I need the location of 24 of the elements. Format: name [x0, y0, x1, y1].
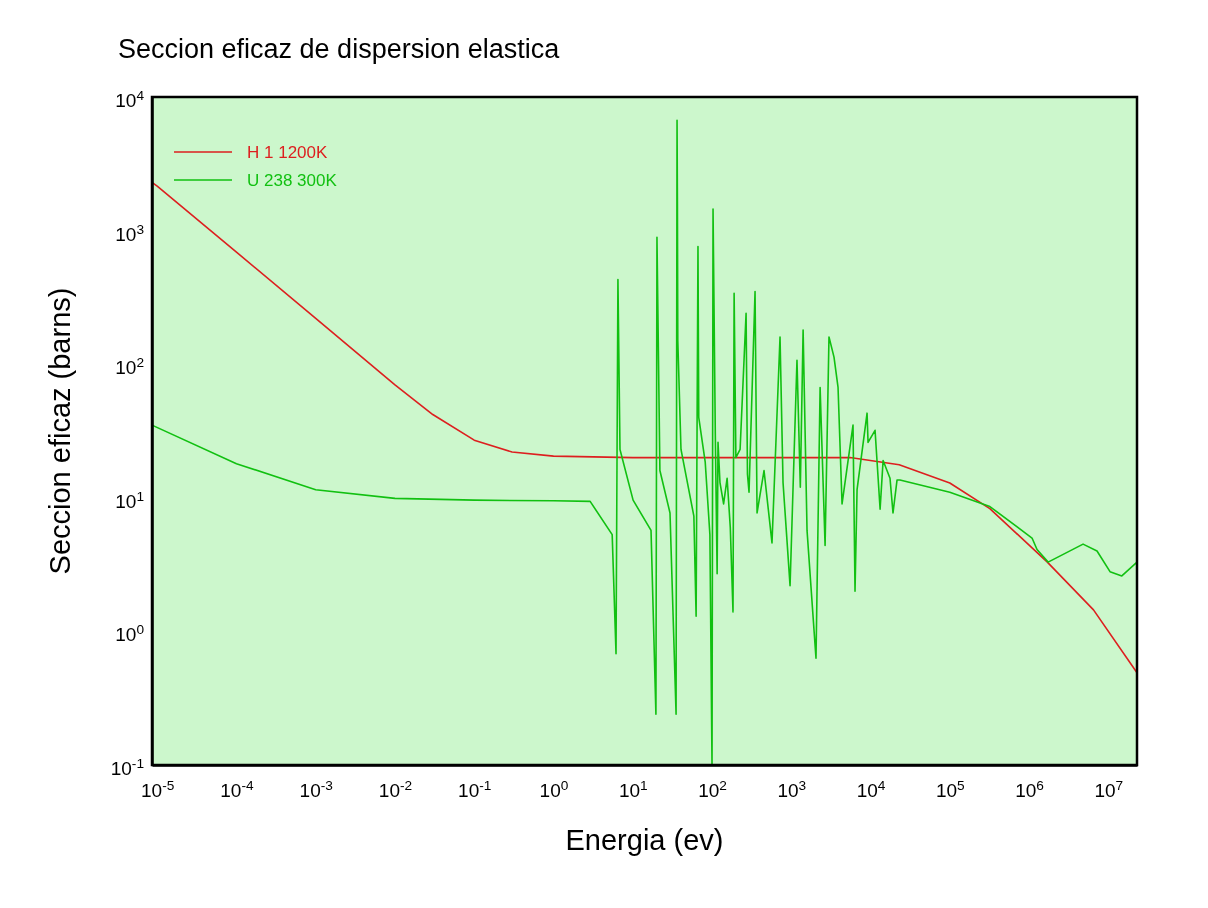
x-tick-label: 10$^{1}$: [618, 777, 648, 801]
y-tick-label: 10$^{1}$: [115, 488, 144, 512]
y-tick-label: 10$^{4}$: [115, 87, 145, 111]
x-tick-label: 10$^{5}$: [935, 777, 966, 801]
y-tick-label: 10$^{0}$: [115, 621, 145, 646]
x-tick-label: 10$^{-1}$: [458, 777, 492, 801]
x-tick-label: 10$^{7}$: [1094, 777, 1124, 801]
y-tick-label: 10$^{-1}$: [110, 755, 144, 779]
x-tick-label: 10$^{6}$: [1015, 777, 1044, 801]
x-tick-label: 10$^{2}$: [698, 777, 727, 801]
x-tick-label: 10$^{-3}$: [299, 777, 333, 801]
y-axis-title: Seccion eficaz (barns): [44, 287, 76, 575]
chart-title: Seccion eficaz de dispersion elastica: [118, 34, 561, 64]
x-tick-label: 10$^{-2}$: [378, 777, 413, 801]
x-tick-label: 10$^{4}$: [856, 777, 886, 801]
legend-label: U 238 300K: [247, 171, 338, 190]
legend-label: H 1 1200K: [247, 143, 328, 162]
x-tick-label: 10$^{0}$: [539, 777, 569, 801]
x-axis-title: Energia (ev): [565, 824, 724, 856]
x-tick-label: 10$^{3}$: [777, 777, 807, 801]
y-tick-label: 10$^{3}$: [115, 221, 144, 245]
y-tick-label: 10$^{2}$: [115, 354, 144, 379]
x-tick-label: 10$^{-4}$: [220, 777, 254, 801]
x-tick-label: 10$^{-5}$: [141, 777, 175, 801]
